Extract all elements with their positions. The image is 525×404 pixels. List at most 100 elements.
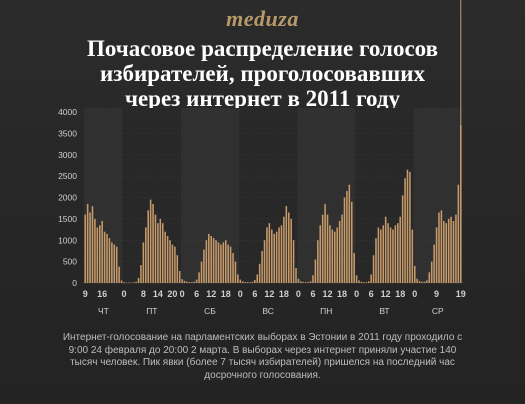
bar [409, 171, 411, 283]
bar [132, 282, 135, 283]
bar [348, 184, 351, 283]
bar [307, 282, 309, 283]
bar [169, 240, 171, 283]
bar [115, 246, 118, 283]
bar [86, 203, 89, 283]
bar [205, 240, 208, 283]
bar [426, 280, 428, 283]
bar [275, 231, 278, 283]
bar [256, 274, 259, 283]
bar [416, 278, 418, 283]
bar [312, 275, 314, 283]
day-band [122, 108, 181, 283]
bar [317, 240, 319, 283]
bar [343, 197, 346, 283]
bar [249, 282, 251, 283]
bar [239, 279, 242, 283]
bar [399, 216, 401, 283]
day-band [355, 108, 414, 283]
bar [397, 223, 399, 283]
bar [128, 282, 130, 284]
bar [101, 221, 103, 283]
bar [210, 235, 212, 283]
bar [438, 212, 440, 283]
bar [159, 218, 162, 283]
x-tick-label: 18 [395, 289, 405, 299]
bar [447, 218, 450, 283]
bar [181, 279, 183, 283]
y-tick-label: 1500 [58, 214, 77, 224]
x-tick-label: 18 [337, 289, 347, 299]
day-band [413, 108, 462, 283]
y-tick-label: 2000 [58, 193, 77, 203]
x-tick-label: 9 [434, 289, 439, 299]
x-tick-label: 16 [97, 289, 107, 299]
bar [191, 282, 193, 283]
bar [266, 227, 268, 283]
bar [443, 221, 445, 283]
y-tick-label: 1000 [58, 235, 77, 245]
bar [164, 231, 166, 283]
bar [280, 225, 283, 283]
x-tick-label: 0 [180, 289, 185, 299]
bar [145, 227, 147, 283]
bar [258, 263, 261, 283]
bar [290, 218, 292, 283]
x-tick-label: 6 [369, 289, 374, 299]
bar [445, 223, 448, 283]
bar [98, 225, 101, 283]
bar [278, 227, 280, 283]
x-tick-label: 6 [252, 289, 257, 299]
chart-title: Почасовое распределение голосов избирате… [40, 36, 485, 111]
bar [283, 216, 285, 283]
day-band [239, 108, 298, 283]
bar [418, 281, 421, 283]
bar [324, 203, 326, 283]
bar [84, 214, 86, 283]
bar [215, 240, 217, 283]
y-tick-label: 3000 [58, 150, 77, 160]
bar [365, 282, 368, 283]
bar [111, 242, 113, 283]
bar [346, 191, 348, 283]
bar [237, 274, 239, 283]
bar [130, 282, 133, 284]
bar [413, 265, 416, 283]
bar [370, 274, 372, 283]
bar [208, 233, 210, 283]
x-tick-label: 6 [310, 289, 315, 299]
bar [217, 242, 220, 283]
bar [341, 214, 343, 283]
bar [406, 169, 409, 283]
bar [285, 206, 288, 283]
x-tick-label: 9 [83, 289, 88, 299]
day-label: СБ [204, 306, 216, 316]
bar [401, 195, 404, 283]
x-tick-label: 12 [264, 289, 274, 299]
bar [174, 246, 176, 283]
bar [392, 229, 394, 283]
bar [125, 282, 128, 284]
bar [355, 275, 358, 283]
bar [142, 242, 145, 283]
y-tick-label: 0 [72, 278, 77, 288]
day-label: СР [432, 306, 444, 316]
x-tick-label: 20 [167, 289, 177, 299]
x-tick-label: 18 [221, 289, 231, 299]
bar [188, 282, 191, 283]
chart-note: Интернет-голосование на парламентских вы… [62, 332, 463, 381]
bar [319, 225, 322, 283]
bar [350, 201, 353, 283]
bar [314, 259, 317, 283]
y-tick-label: 4000 [58, 107, 77, 117]
x-tick-label: 12 [381, 289, 391, 299]
x-tick-label: 18 [279, 289, 289, 299]
bar [137, 277, 140, 283]
bar [372, 255, 375, 283]
bar [200, 261, 203, 283]
title-line-2: избирателей, проголосовавших [100, 61, 425, 86]
x-tick-label: 14 [153, 289, 163, 299]
bar [334, 231, 336, 283]
